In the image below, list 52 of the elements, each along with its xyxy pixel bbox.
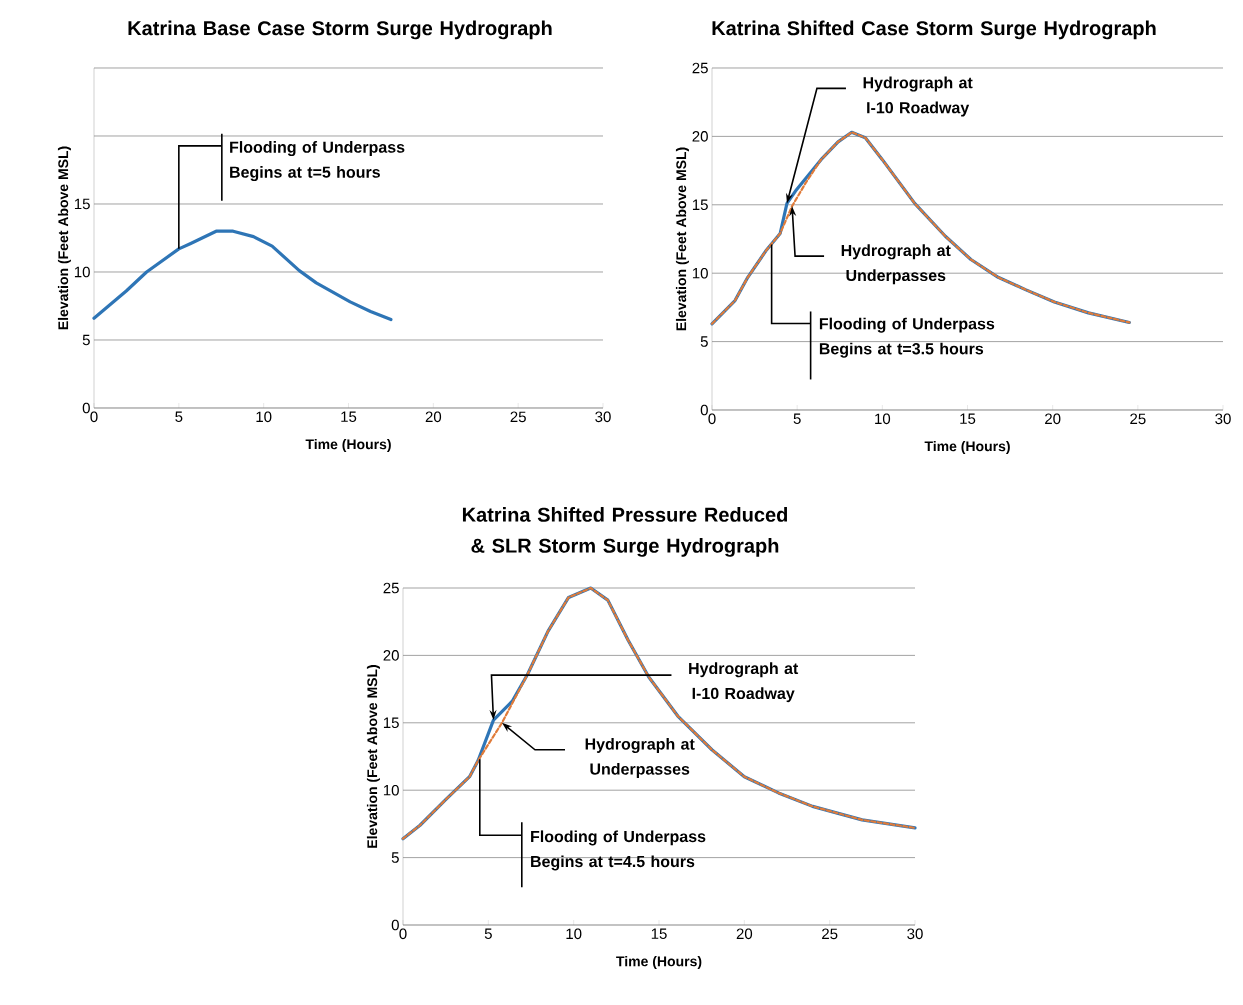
y-tick-label: 5 (391, 852, 399, 863)
y-tick-label: 20 (692, 131, 708, 142)
y-axis-title: Elevation (Feet Above MSL) (366, 665, 380, 848)
annotation: Hydrograph at Underpasses (585, 738, 695, 778)
x-tick-label: 20 (425, 411, 442, 423)
x-axis-title: Time (Hours) (924, 440, 1010, 455)
x-tick-label: 5 (793, 413, 801, 424)
x-tick-label: 5 (175, 411, 183, 422)
x-tick-label: 5 (484, 928, 492, 939)
y-tick-label: 5 (82, 334, 90, 346)
y-tick-label: 15 (74, 198, 90, 210)
annotation: Flooding of Underpass Begins at t=3.5 hours (819, 317, 995, 358)
y-tick-label: 10 (74, 266, 90, 278)
x-tick-label: 15 (960, 413, 976, 424)
x-tick-label: 15 (341, 411, 357, 422)
y-tick-label: 10 (383, 784, 399, 796)
y-tick-label: 10 (692, 267, 708, 279)
x-tick-label: 30 (1215, 413, 1231, 425)
x-tick-label: 25 (1130, 413, 1146, 425)
y-tick-label: 25 (692, 62, 708, 74)
x-tick-label: 20 (736, 928, 753, 940)
y-tick-label: 15 (383, 717, 399, 729)
annotation: Flooding of Underpass Begins at t=5 hours (230, 141, 405, 182)
chart-title: Katrina Shifted Pressure Reduced & SLR Storm Surge Hydrograph (462, 507, 788, 557)
y-tick-label: 0 (391, 919, 399, 931)
x-axis-title: Time (Hours) (305, 438, 391, 453)
x-tick-label: 25 (822, 928, 838, 940)
x-tick-label: 10 (875, 413, 891, 425)
y-axis-title: Elevation (Feet Above MSL) (675, 147, 689, 331)
chart-title: Katrina Base Case Storm Surge Hydrograph (128, 20, 552, 40)
y-tick-label: 20 (383, 650, 399, 661)
x-tick-label: 20 (1045, 413, 1061, 425)
y-tick-label: 15 (692, 199, 708, 211)
x-tick-label: 0 (90, 411, 98, 423)
annotation: Hydrograph at Underpasses (841, 244, 951, 285)
x-tick-label: 30 (907, 928, 923, 940)
annotation: Hydrograph at I-10 Roadway (863, 76, 973, 117)
x-axis-title: Time (Hours) (616, 955, 702, 970)
x-tick-label: 0 (708, 413, 716, 425)
y-tick-label: 25 (383, 582, 399, 594)
chart-title: Katrina Shifted Case Storm Surge Hydrograph (712, 20, 1156, 40)
y-axis-title: Elevation (Feet Above MSL) (57, 146, 71, 330)
annotation: Hydrograph at I-10 Roadway (689, 662, 799, 703)
annotation: Flooding of Underpass Begins at t=4.5 hours (531, 830, 706, 871)
x-tick-label: 0 (399, 928, 407, 940)
x-tick-label: 15 (651, 928, 667, 939)
x-tick-label: 10 (566, 928, 582, 940)
y-tick-label: 5 (700, 336, 708, 347)
x-tick-label: 30 (595, 411, 611, 423)
x-tick-label: 10 (256, 411, 272, 423)
x-tick-label: 25 (510, 411, 526, 423)
y-tick-label: 0 (82, 402, 90, 414)
